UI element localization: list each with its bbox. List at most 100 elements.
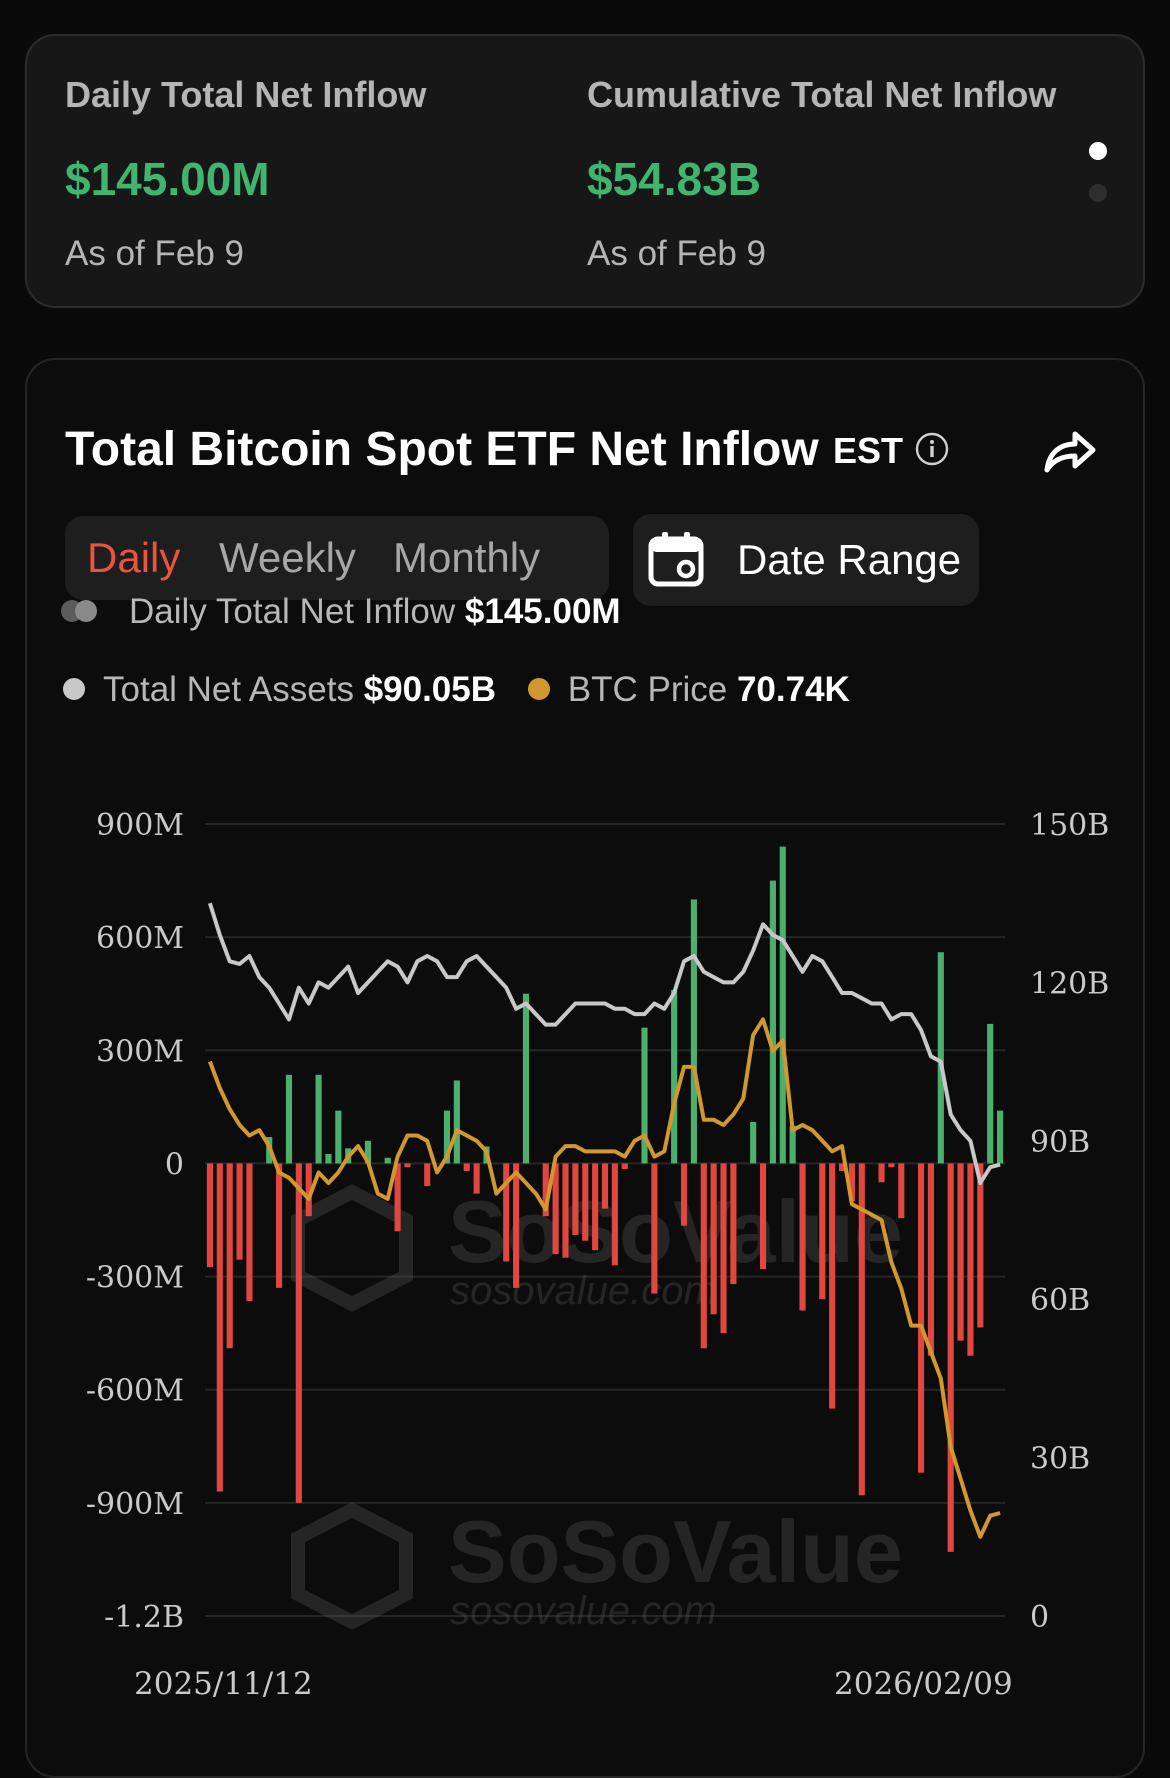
inflow-bar[interactable] xyxy=(513,1163,520,1288)
inflow-bar[interactable] xyxy=(384,1157,391,1164)
inflow-bar[interactable] xyxy=(888,1163,895,1168)
inflow-bar[interactable] xyxy=(572,1163,579,1236)
inflow-bar[interactable] xyxy=(592,1163,599,1251)
y-left-tick: -1.2B xyxy=(104,1600,184,1635)
inflow-bar[interactable] xyxy=(720,1163,727,1334)
inflow-bar[interactable] xyxy=(838,1163,846,1171)
inflow-bar[interactable] xyxy=(759,1163,767,1270)
tab-daily[interactable]: Daily xyxy=(87,534,181,581)
share-icon[interactable] xyxy=(1041,426,1099,476)
total-net-assets-line[interactable] xyxy=(207,902,1001,1185)
inflow-bar[interactable] xyxy=(503,1163,510,1262)
date-range-button[interactable]: Date Range xyxy=(633,514,979,606)
inflow-bar[interactable] xyxy=(601,1163,609,1209)
tab-weekly[interactable]: Weekly xyxy=(219,534,356,581)
watermark-brand: SoSoValue xyxy=(448,1182,903,1281)
legend-inflow[interactable]: Daily Total Net Inflow $145.00M xyxy=(59,592,621,632)
inflow-bar[interactable] xyxy=(473,1163,480,1194)
inflow-bar[interactable] xyxy=(987,1023,994,1164)
inflow-bar[interactable] xyxy=(680,1163,688,1226)
inflow-bar[interactable] xyxy=(967,1163,974,1356)
inflow-bar[interactable] xyxy=(779,846,786,1164)
inflow-bar[interactable] xyxy=(325,1154,332,1164)
inflow-chart[interactable]: SoSoValue sosovalue.com SoSoValue sosova… xyxy=(0,0,1170,1729)
daily-inflow-value: $145.00M xyxy=(65,153,270,205)
inflow-bar[interactable] xyxy=(917,1163,925,1473)
inflow-bar[interactable] xyxy=(582,1163,589,1241)
y-right-tick: 0 xyxy=(1030,1600,1049,1635)
watermark-brand-2: SoSoValue xyxy=(448,1502,903,1601)
inflow-bar[interactable] xyxy=(819,1163,826,1300)
inflow-bar[interactable] xyxy=(848,1163,855,1202)
inflow-bar[interactable] xyxy=(690,899,697,1164)
inflow-bar[interactable] xyxy=(463,1163,470,1171)
carousel-dot-active[interactable] xyxy=(1089,142,1107,160)
inflow-bar[interactable] xyxy=(542,1163,549,1217)
y-right-tick: 90B xyxy=(1030,1125,1090,1160)
date-range-label: Date Range xyxy=(737,536,962,583)
inflow-bar[interactable] xyxy=(206,1163,213,1268)
inflow-bar[interactable] xyxy=(858,1163,865,1496)
tab-monthly[interactable]: Monthly xyxy=(393,534,541,581)
calendar-icon xyxy=(648,532,704,587)
inflow-bar[interactable] xyxy=(552,1163,559,1254)
inflow-bar[interactable] xyxy=(789,1125,796,1164)
y-left-tick: 900M xyxy=(96,808,184,843)
inflow-bar[interactable] xyxy=(335,1110,342,1164)
inflow-bar[interactable] xyxy=(977,1163,984,1328)
inflow-bar[interactable] xyxy=(216,1163,223,1492)
summary-card[interactable]: Daily Total Net Inflow $145.00M As of Fe… xyxy=(25,34,1145,308)
inflow-bar[interactable] xyxy=(769,880,776,1164)
inflow-bar[interactable] xyxy=(799,1163,806,1311)
inflow-bar[interactable] xyxy=(443,1110,451,1164)
inflow-bar[interactable] xyxy=(937,952,944,1164)
inflow-bar[interactable] xyxy=(700,1163,707,1349)
inflow-bar[interactable] xyxy=(611,1163,618,1266)
legend-inflow-name: Daily Total Net Inflow xyxy=(129,592,456,631)
inflow-bar[interactable] xyxy=(957,1163,964,1341)
inflow-bar[interactable] xyxy=(226,1163,233,1349)
y-right-tick: 60B xyxy=(1030,1283,1090,1318)
inflow-bar[interactable] xyxy=(305,1163,312,1217)
legend-assets-price: Total Net Assets $90.05B BTC Price 70.74… xyxy=(63,670,850,710)
y-left-tick: -600M xyxy=(86,1374,184,1409)
inflow-bar[interactable] xyxy=(522,993,530,1164)
inflow-bar[interactable] xyxy=(730,1163,737,1285)
inflow-bar[interactable] xyxy=(394,1163,401,1232)
legend-price-name[interactable]: BTC Price xyxy=(567,670,728,709)
inflow-bar[interactable] xyxy=(641,1027,648,1164)
inflow-bar[interactable] xyxy=(621,1163,628,1170)
y-right-tick: 30B xyxy=(1030,1442,1090,1477)
inflow-bar[interactable] xyxy=(246,1163,253,1302)
inflow-bar[interactable] xyxy=(295,1163,302,1503)
inflow-bar[interactable] xyxy=(927,1163,934,1356)
inflow-bar[interactable] xyxy=(276,1163,283,1288)
inflow-bar[interactable] xyxy=(710,1163,717,1315)
inflow-bar[interactable] xyxy=(424,1163,431,1187)
inflow-bar[interactable] xyxy=(364,1140,372,1164)
info-icon[interactable] xyxy=(915,432,949,466)
watermark-2: SoSoValue sosovalue.com xyxy=(291,1502,903,1633)
inflow-bar[interactable] xyxy=(997,1110,1004,1164)
inflow-bar[interactable] xyxy=(750,1121,757,1164)
inflow-bar[interactable] xyxy=(878,1163,885,1183)
inflow-bar[interactable] xyxy=(898,1163,905,1219)
inflow-bar[interactable] xyxy=(285,1074,293,1164)
inflow-legend-icon xyxy=(61,599,97,622)
y-left-tick: -900M xyxy=(86,1487,184,1522)
inflow-bar[interactable] xyxy=(315,1074,322,1164)
carousel-dot[interactable] xyxy=(1089,184,1107,202)
watermark-url-2: sosovalue.com xyxy=(450,1589,717,1633)
btc-price-line[interactable] xyxy=(208,1017,1001,1539)
inflow-bar[interactable] xyxy=(947,1163,954,1552)
legend-assets-name[interactable]: Total Net Assets xyxy=(103,670,354,709)
inflow-bar[interactable] xyxy=(236,1163,243,1260)
inflow-bar[interactable] xyxy=(829,1163,836,1409)
inflow-bar[interactable] xyxy=(404,1163,411,1168)
legend-price-value: 70.74K xyxy=(736,670,850,709)
inflow-bar[interactable] xyxy=(651,1163,658,1294)
assets-legend-dot xyxy=(63,677,85,700)
inflow-bar[interactable] xyxy=(671,989,678,1164)
inflow-bar[interactable] xyxy=(562,1163,569,1258)
inflow-bar[interactable] xyxy=(453,1080,460,1164)
